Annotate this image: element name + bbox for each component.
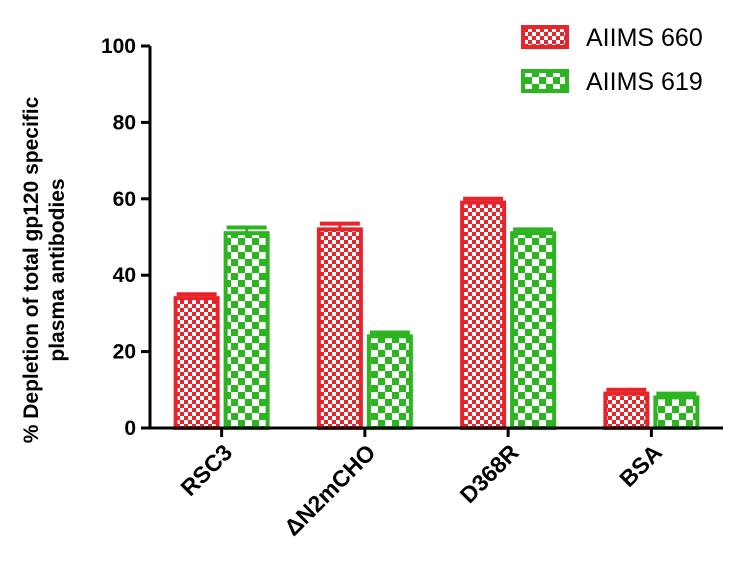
- legend-item-2: AIIMS 619: [521, 68, 703, 96]
- y-tick-label: 0: [124, 417, 136, 440]
- y-axis-title-line-1: % Depletion of total gp120 specific: [20, 96, 43, 443]
- axes: [141, 44, 723, 437]
- bar: [223, 231, 270, 430]
- legend-item-1: AIIMS 660: [521, 24, 703, 52]
- y-axis-ticks: 0 20 40 60 80 100: [101, 35, 136, 440]
- bar-n2mcho-series-1: [316, 221, 363, 430]
- y-axis-title: % Depletion of total gp120 specific plas…: [20, 96, 69, 443]
- bar: [460, 200, 507, 430]
- bar: [603, 391, 650, 430]
- legend-swatch: [521, 25, 569, 49]
- legend-swatch: [521, 69, 569, 93]
- bar: [173, 296, 220, 430]
- x-tick-label: ΔN2mCHO: [279, 439, 380, 540]
- x-tick-label: RSC3: [175, 439, 237, 501]
- x-tick-label: BSA: [614, 439, 667, 492]
- legend: AIIMS 660 AIIMS 619: [521, 24, 703, 96]
- bar-rsc3-series-2: [223, 225, 270, 430]
- legend-label: AIIMS 619: [586, 68, 703, 96]
- bar: [316, 227, 363, 430]
- y-tick-label: 40: [113, 264, 136, 287]
- y-tick-label: 20: [113, 341, 136, 364]
- bar-d368r-series-1: [460, 196, 507, 430]
- bar: [366, 334, 413, 431]
- bar-n2mcho-series-2: [366, 330, 413, 431]
- legend-label: AIIMS 660: [586, 24, 703, 52]
- bar: [510, 231, 557, 430]
- bar-rsc3-series-1: [173, 292, 220, 430]
- y-tick-label: 80: [113, 111, 136, 134]
- x-axis-labels: RSC3 ΔN2mCHO D368R BSA: [175, 439, 667, 541]
- bar-d368r-series-2: [510, 227, 557, 430]
- x-tick-label: D368R: [455, 439, 524, 508]
- bars: [173, 196, 700, 431]
- bar-bsa-series-2: [653, 391, 700, 431]
- y-tick-label: 60: [113, 188, 136, 211]
- bar: [653, 395, 700, 431]
- bar-bsa-series-1: [603, 387, 650, 430]
- y-axis-title-line-2: plasma antibodies: [46, 178, 69, 361]
- y-tick-label: 100: [101, 35, 136, 58]
